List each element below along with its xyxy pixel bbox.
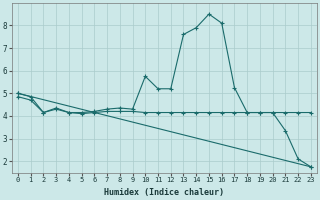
X-axis label: Humidex (Indice chaleur): Humidex (Indice chaleur) (104, 188, 224, 197)
